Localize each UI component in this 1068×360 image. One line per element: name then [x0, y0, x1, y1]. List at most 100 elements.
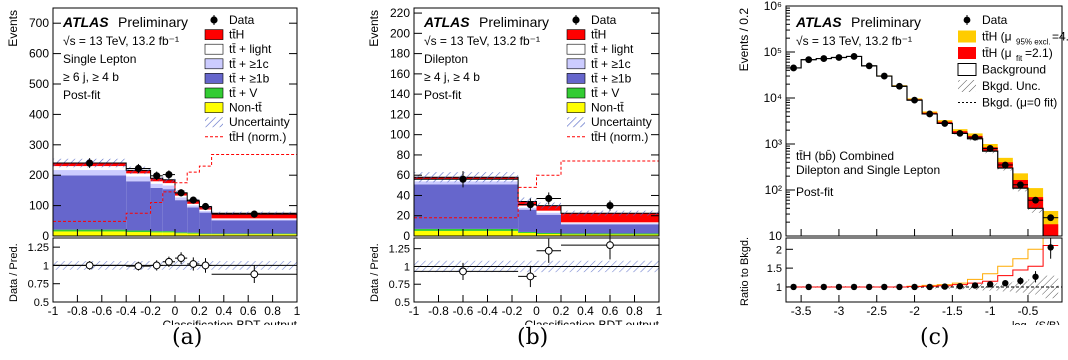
bar-ttbar-light [211, 218, 297, 220]
ratio-point [986, 281, 994, 288]
x-tick-label: -0.4 [116, 304, 137, 318]
bar-ttbar-1b [211, 220, 297, 234]
bar-non-ttbar [175, 233, 188, 236]
panel-a: 0 100 200 300 400 500 600 700 -1 -0.8 -0.6 -0.4 -0.2… [6, 7, 301, 325]
y-axis-label: Events [6, 10, 20, 47]
ratio-y-tick-label: 1 [776, 282, 782, 294]
data-point [805, 56, 813, 64]
y-tick-label: 140 [390, 87, 410, 101]
bar-ttbar-1c [199, 211, 212, 213]
channel-label: tt̄H (bb̄) Combined [796, 149, 894, 163]
bar-ttbar-v [53, 229, 127, 232]
ratio-point [250, 270, 259, 279]
ratio-y-tick-label: 2 [776, 244, 782, 256]
legend-excl-val: =4.0) [1052, 30, 1068, 44]
ratio-point [865, 283, 873, 291]
ratio-y-tick-label: 0.5 [395, 297, 410, 309]
bar-ttbar-light [187, 203, 200, 206]
data-point [986, 145, 994, 152]
legend-ttbar-v-swatch [204, 87, 224, 99]
atlas-label: ATLAS [62, 14, 109, 30]
ratio-point [85, 261, 94, 270]
bar-ttbar-v [536, 232, 561, 234]
bar-ttbar-1c [211, 219, 297, 221]
ratio-point [165, 257, 173, 266]
data-point [880, 72, 888, 80]
uncertainty-band [414, 172, 519, 183]
x-tick-label: 0.4 [215, 304, 232, 318]
legend-fit-label: tt̄H (μ [982, 46, 1012, 60]
ratio-unc-band [1012, 281, 1028, 293]
bar-non-ttbar [53, 231, 127, 236]
bar-ttbar-light [536, 210, 561, 213]
atlas-label: ATLAS [423, 14, 470, 30]
legend-data-label: Data [982, 13, 1008, 27]
bar-ttbar-v [150, 231, 163, 233]
y-axis-label: Events / 0.2 [737, 8, 751, 72]
bar-ttbar-light [150, 181, 163, 184]
selection-label: ≥ 4 j, ≥ 4 b [424, 70, 480, 84]
bar-ttbar-1b [199, 212, 212, 234]
uncertainty-band [518, 197, 537, 206]
x-tick-label: -1 [409, 304, 420, 318]
y-tick-label: 20 [397, 209, 411, 223]
x-tick-label: -1 [985, 304, 996, 318]
ratio-point [606, 241, 614, 250]
uncertainty-band [536, 202, 561, 209]
bar-non-ttbar [536, 233, 561, 236]
ratio-y-tick-label: 1.25 [28, 242, 49, 254]
data-point [820, 55, 828, 62]
y-tick-label: 180 [390, 47, 410, 61]
legend-unc-label: Bkgd. Unc. [982, 79, 1041, 93]
ratio-frame [52, 237, 298, 303]
x-axis-label: log₁₀(S/B) [1012, 320, 1060, 325]
ratio-area [786, 237, 1062, 299]
y-tick-label: 600 [29, 47, 49, 61]
data-point [250, 210, 258, 218]
x-tick-label: -0.6 [91, 304, 112, 318]
y-tick-label: 100 [390, 128, 410, 142]
fit-label: Post-fit [63, 88, 101, 102]
ratio-point [881, 283, 888, 291]
bar-ttbar-1c [561, 223, 659, 225]
bar-ttbar-1b [126, 181, 151, 231]
ratio-point [850, 283, 858, 291]
panel-c: 10 10² 10³ 10⁴ 10⁵ 10⁶ -3.5 -3 -2.5 -2 -1.5 -1 -0.5 l… [737, 0, 1068, 325]
uncertainty-band [162, 176, 175, 183]
x-tick-label: 0.8 [264, 304, 281, 318]
legend-fit-sub: fit [1016, 54, 1023, 63]
bar-ttbar-1c [414, 181, 519, 185]
x-tick-label: -2 [909, 304, 920, 318]
legend-unc-swatch [567, 117, 585, 128]
ratio-point [1047, 244, 1054, 251]
data-point [850, 53, 858, 60]
legend-data-marker [210, 16, 218, 24]
legend-b-label: tt̄ + ≥1b [591, 71, 632, 85]
panel-b: 0 20 40 60 80 100 120 140 160 180 200 220 -1 -0.8 -0.6… [367, 6, 663, 325]
bar-ttbar-1b [414, 184, 519, 229]
y-tick-label: 200 [390, 26, 410, 40]
panel-label-c: (c) [920, 325, 950, 350]
x-tick-label: -0.8 [67, 304, 88, 318]
legend-tth-swatch [204, 29, 224, 40]
data-point [606, 202, 614, 210]
y-tick-label: 40 [397, 188, 411, 202]
ratio-point [1002, 279, 1009, 287]
legend-data-label: Data [229, 13, 255, 27]
atlas-label: ATLAS [795, 14, 842, 30]
y-tick-label: 10⁴ [763, 91, 782, 105]
legend-tth-label: tt̄H [591, 28, 606, 42]
legend-b-label: tt̄ + ≥1b [229, 71, 270, 85]
data-point [526, 200, 534, 209]
tth-norm-line [414, 160, 659, 219]
ratio-axis-label: Data / Pred. [369, 243, 381, 302]
x-tick-label: -0.2 [502, 304, 523, 318]
bar-non-ttbar [211, 234, 297, 236]
bar-ttbar-light [518, 205, 537, 208]
x-tick-label: 0 [533, 304, 540, 318]
ratio-frame [413, 237, 660, 303]
x-tick-label: 0.2 [553, 304, 570, 318]
legend-ttbar-1c-swatch [204, 58, 224, 70]
data-point [956, 129, 964, 137]
bar-non-ttbar [518, 232, 537, 236]
